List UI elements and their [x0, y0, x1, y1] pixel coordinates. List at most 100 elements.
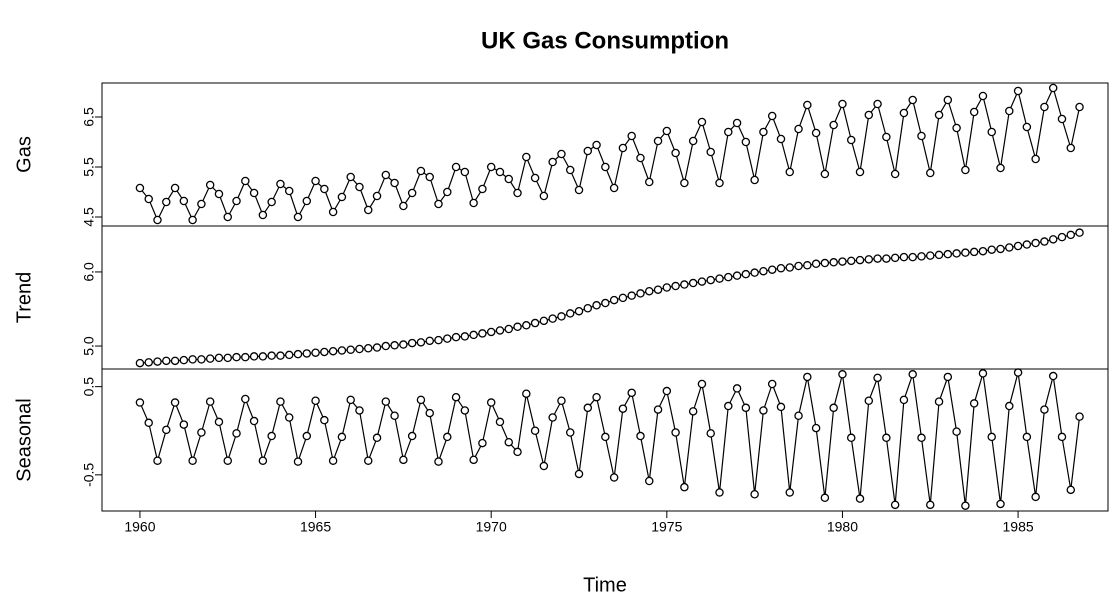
point [724, 127, 733, 137]
point [961, 248, 970, 257]
point [258, 210, 268, 220]
point [162, 356, 171, 366]
point [539, 461, 549, 471]
point [636, 153, 645, 163]
point [873, 99, 882, 109]
y-tick-label: 0.5 [81, 377, 97, 397]
point [934, 397, 944, 406]
point [416, 395, 426, 405]
point [855, 494, 865, 503]
point [688, 278, 698, 288]
point [170, 356, 180, 366]
point [1066, 230, 1076, 240]
point [934, 250, 944, 260]
point [636, 289, 645, 298]
y-tick-label: 6.5 [81, 107, 97, 127]
point [311, 396, 320, 406]
point [987, 127, 996, 137]
point [548, 314, 557, 323]
point [846, 433, 856, 443]
point [1075, 102, 1084, 112]
point [539, 316, 549, 326]
point [346, 172, 355, 182]
point [153, 215, 162, 225]
point [969, 107, 979, 117]
point [943, 249, 953, 259]
point [1022, 240, 1032, 249]
point [592, 301, 601, 310]
point [785, 488, 795, 497]
point [232, 429, 241, 438]
point [864, 255, 874, 264]
point [996, 163, 1005, 173]
point [1005, 401, 1014, 411]
point [223, 353, 232, 363]
point [680, 178, 689, 188]
point [451, 332, 461, 342]
point [890, 169, 900, 179]
point [407, 188, 417, 198]
point [135, 183, 145, 193]
point [425, 408, 434, 418]
point [188, 215, 197, 225]
point [741, 403, 751, 413]
point [434, 457, 443, 466]
point [943, 372, 953, 382]
point [241, 394, 250, 404]
point [855, 167, 865, 177]
point [478, 184, 487, 194]
point [407, 431, 417, 441]
x-tick-label: 1975 [651, 519, 682, 535]
point [724, 401, 733, 411]
point [364, 344, 373, 353]
point [135, 398, 145, 407]
point [443, 334, 452, 343]
point [776, 263, 786, 273]
point [732, 384, 742, 393]
y-axis-label: Seasonal [13, 398, 35, 481]
point [890, 500, 900, 510]
point [355, 182, 364, 192]
point [750, 175, 759, 185]
point [328, 207, 338, 217]
point [460, 332, 470, 341]
point [328, 346, 338, 356]
y-axis-label: Trend [13, 272, 35, 324]
point [1040, 237, 1049, 246]
point [627, 388, 636, 398]
point [820, 258, 830, 268]
point [337, 346, 347, 355]
point [346, 395, 355, 405]
point [372, 343, 382, 352]
point [803, 261, 812, 270]
point [715, 488, 724, 497]
point [258, 352, 268, 361]
point [486, 162, 496, 172]
point [846, 135, 856, 145]
point [574, 185, 584, 195]
point [469, 198, 478, 208]
point [671, 428, 680, 437]
point [565, 165, 575, 175]
point [1066, 485, 1076, 495]
point [882, 254, 891, 263]
point [882, 433, 891, 443]
point [346, 345, 355, 354]
point [425, 336, 434, 346]
point [1040, 102, 1049, 112]
point [1048, 83, 1058, 93]
point [1031, 492, 1040, 502]
point [144, 358, 153, 367]
point [1031, 154, 1040, 164]
point [495, 326, 505, 335]
point [284, 186, 294, 196]
point [688, 136, 698, 146]
point [706, 147, 715, 157]
point [829, 403, 838, 413]
point [618, 143, 628, 153]
point [443, 432, 452, 442]
point [820, 169, 830, 179]
point [557, 149, 566, 159]
x-tick-label: 1985 [1003, 519, 1034, 535]
